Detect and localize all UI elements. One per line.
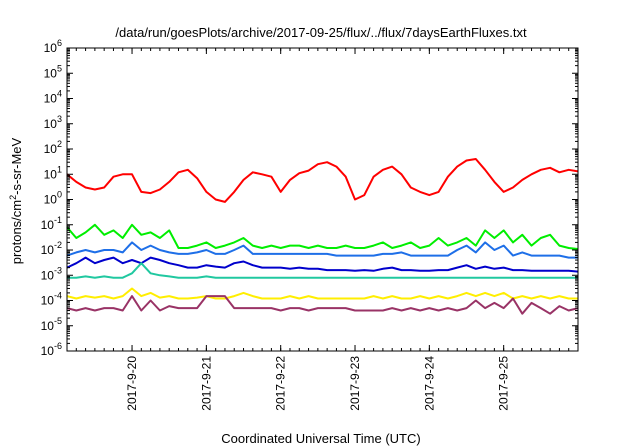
series-line-3 [66,241,578,259]
y-tick-base: 10 [44,66,58,80]
x-tick-label: 2017-9-21 [199,356,213,411]
y-tick-label: 104 [44,89,62,106]
y-tick-exp: 3 [57,114,62,124]
series-line-2 [66,223,579,250]
y-tick-exp: -4 [54,291,62,301]
y-tick-label: 10-3 [41,265,62,282]
y-tick-exp: -2 [54,240,62,250]
y-tick-base: 10 [41,319,55,333]
y-tick-base: 10 [41,268,55,282]
y-tick-label: 10-5 [41,316,62,333]
y-tick-exp: 6 [57,38,62,48]
y-tick-base: 10 [41,294,55,308]
series-line-5 [67,262,578,279]
x-axis-label: Coordinated Universal Time (UTC) [221,431,420,446]
y-tick-base: 10 [41,344,55,358]
y-tick-base: 10 [44,167,58,181]
x-tick-label: 2017-9-22 [274,356,288,411]
y-tick-exp: 4 [57,89,62,99]
y-axis-label-sup: 2 [8,195,18,200]
y-tick-base: 10 [44,142,58,156]
y-tick-base: 10 [41,243,55,257]
x-tick-label: 2017-9-25 [497,356,511,411]
y-tick-exp: 5 [57,63,62,73]
y-tick-exp: 2 [57,139,62,149]
x-tick-label: 2017-9-23 [348,356,362,411]
y-tick-exp: -3 [54,265,62,275]
series-line-4 [66,256,579,273]
y-tick-label: 103 [44,114,62,131]
y-tick-label: 105 [44,63,62,80]
plot-frame [66,47,579,352]
y-tick-label: 10-6 [41,341,62,358]
ticks-layer: 10-610-510-410-310-210-11001011021031041… [41,38,579,411]
y-axis-label: protons/cm2-s-sr-MeV [8,137,24,264]
y-tick-exp: -5 [54,316,62,326]
y-tick-label: 102 [44,139,62,156]
series-line-7 [66,295,579,315]
y-tick-label: 10-4 [41,291,62,308]
y-axis-label-rest: -s-sr-MeV [9,137,24,194]
y-tick-label: 100 [44,190,62,207]
y-tick-base: 10 [44,92,58,106]
y-tick-exp: 0 [57,190,62,200]
series-line-1 [66,158,579,203]
x-tick-label: 2017-9-24 [422,356,436,411]
y-axis-label-base: protons/cm [9,200,24,264]
y-tick-base: 10 [44,117,58,131]
y-tick-label: 101 [44,164,62,181]
chart-title: /data/run/goesPlots/archive/2017-09-25/f… [115,25,527,40]
y-tick-exp: 1 [57,164,62,174]
y-tick-base: 10 [41,218,55,232]
y-tick-label: 10-1 [41,215,62,232]
y-tick-base: 10 [44,193,58,207]
x-tick-label: 2017-9-20 [125,356,139,411]
y-tick-label: 106 [44,38,62,55]
y-tick-label: 10-2 [41,240,62,257]
y-tick-exp: -6 [54,341,62,351]
series-line-6 [66,287,578,300]
y-tick-base: 10 [44,41,58,55]
y-tick-exp: -1 [54,215,62,225]
series-layer [66,158,579,315]
